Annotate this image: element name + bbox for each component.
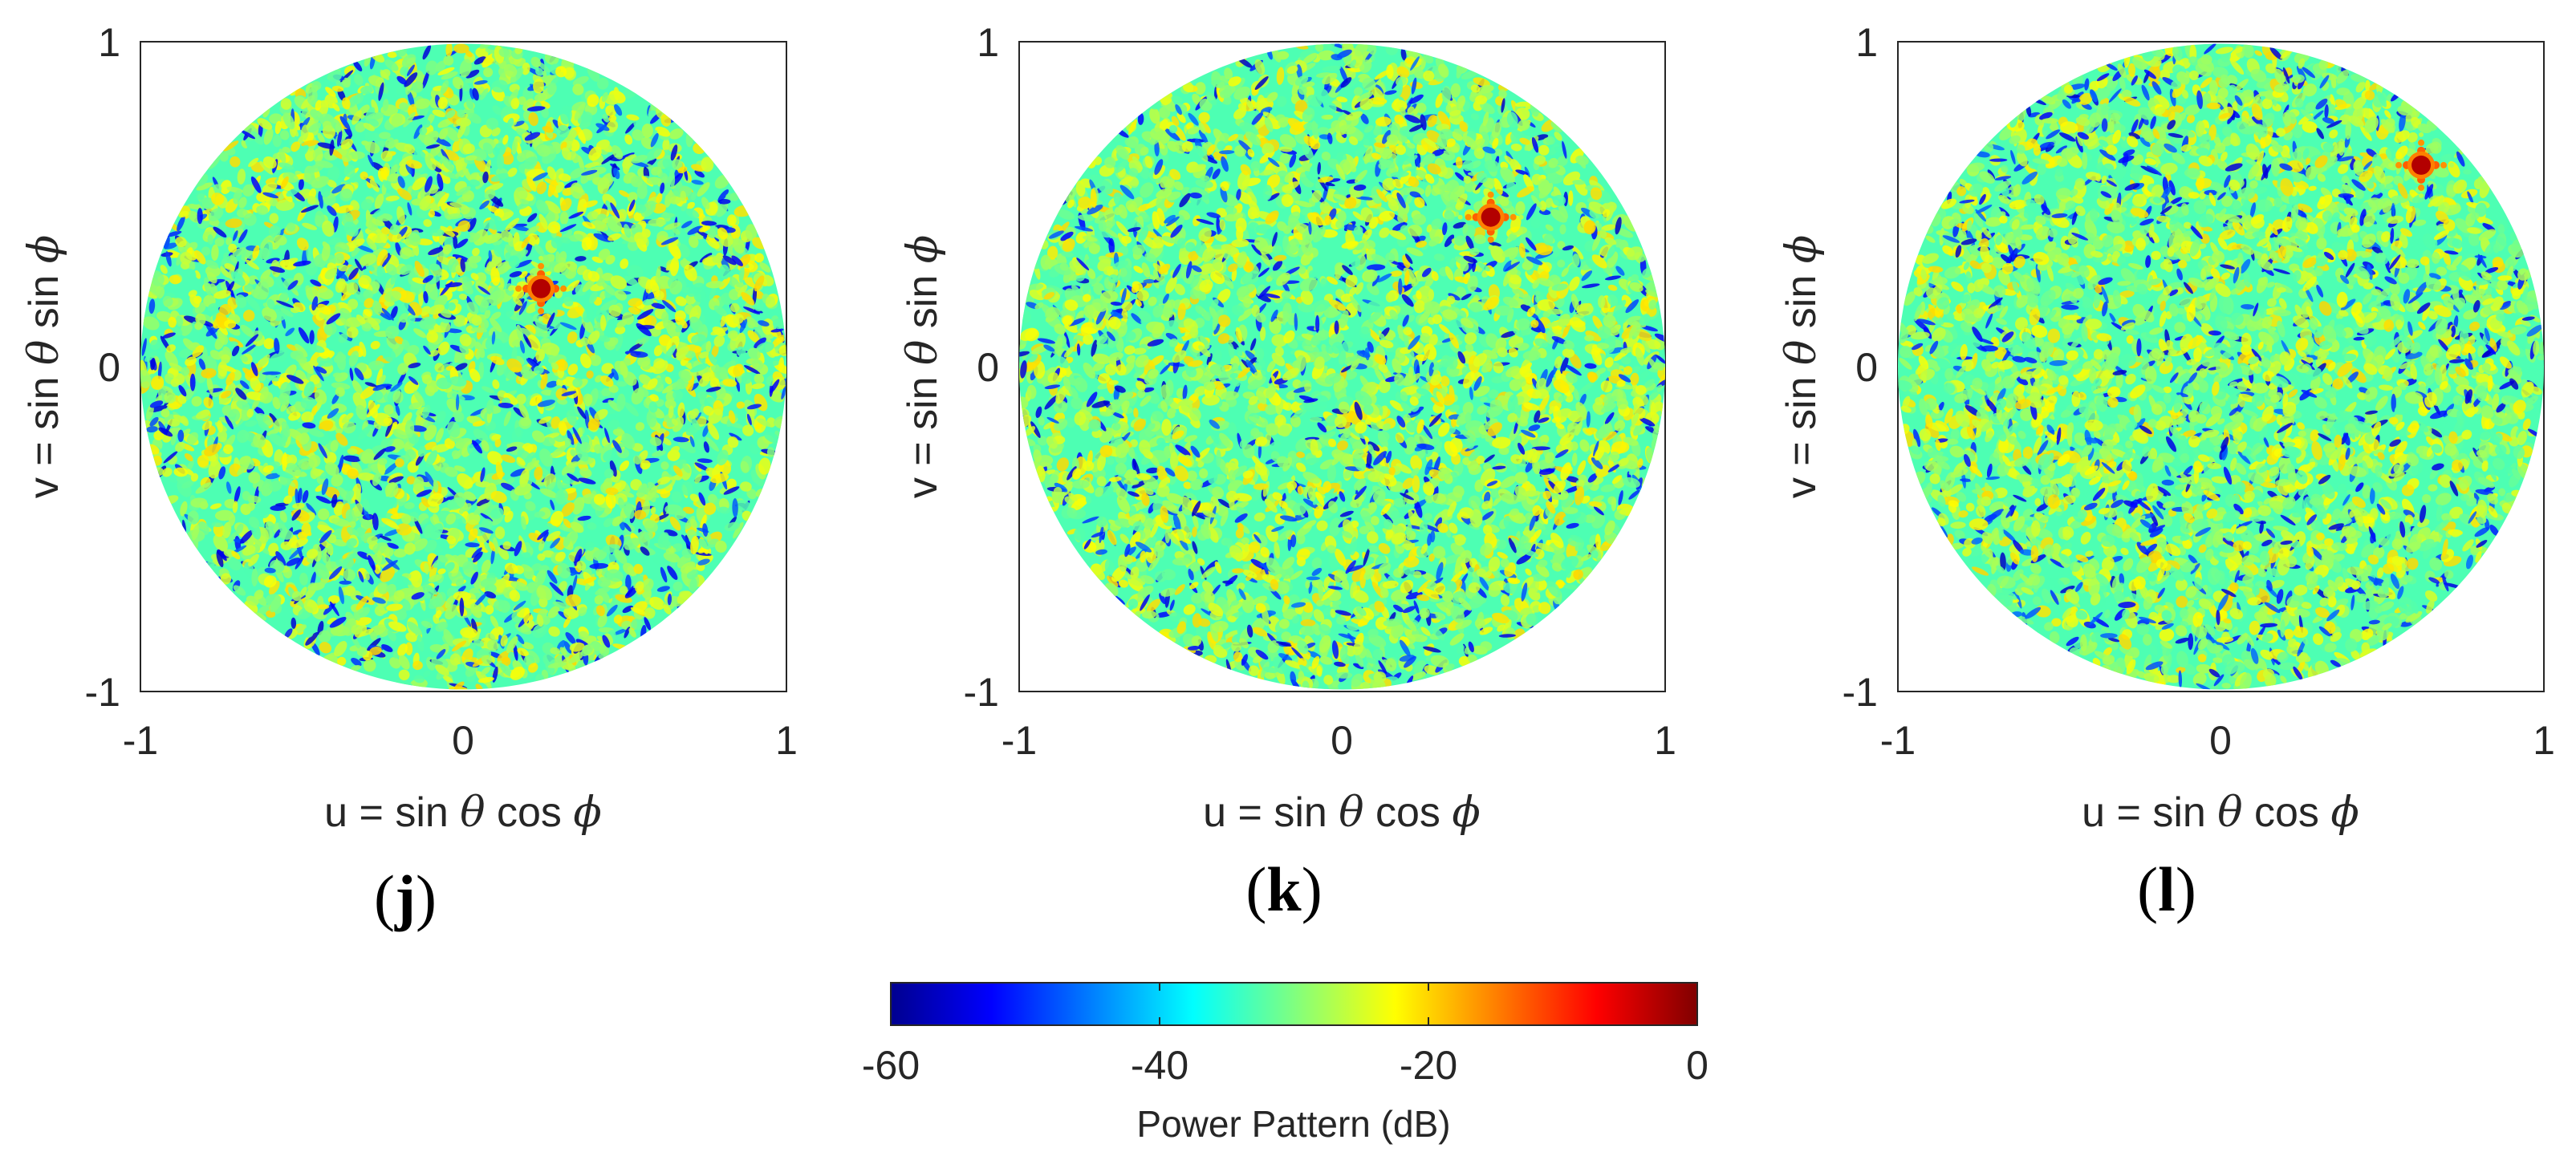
x-axis-label: u = sin θ cos ϕ — [324, 789, 602, 837]
beam-sidelobe — [569, 286, 575, 291]
panel-label-k: (k) — [1245, 854, 1322, 924]
colorbar-gradient — [890, 982, 1698, 1026]
beam-sidelobe — [1487, 191, 1494, 198]
power-pattern-disc — [1019, 43, 1665, 690]
beam-sidelobe — [2418, 139, 2425, 146]
beam-sidelobe — [560, 285, 567, 292]
beam-sidelobe — [2418, 184, 2425, 191]
beam-sidelobe — [2449, 162, 2455, 168]
x-axis-label: u = sin θ cos ϕ — [1203, 789, 1481, 837]
colorbar-tick-label: -40 — [1131, 1043, 1188, 1088]
power-pattern-disc — [1898, 43, 2544, 690]
beam-sidelobe — [508, 286, 514, 291]
colorbar: -60 -40 -20 0 Power Pattern (dB) — [862, 982, 1709, 1145]
sidelobe-speckle — [1019, 43, 1665, 690]
colorbar-tick-label: -60 — [862, 1043, 920, 1088]
colorbar-label: Power Pattern (dB) — [1136, 1103, 1450, 1145]
y-tick-max: 1 — [1855, 20, 1878, 65]
panel-l: 1 0 -1 -1 0 1 u = sin θ cos ϕ v = sin θ … — [1778, 20, 2555, 924]
panel-j: 1 0 -1 -1 0 1 u = sin θ cos ϕ v = sin θ … — [20, 20, 798, 932]
colorbar-ticks — [890, 983, 1698, 1025]
x-tick-mid: 0 — [452, 718, 474, 763]
x-tick-min: -1 — [123, 718, 158, 763]
y-axis-label: v = sin θ sin ϕ — [1778, 235, 1826, 498]
beam-sidelobe — [1488, 245, 1493, 250]
x-tick-min: -1 — [1880, 718, 1916, 763]
beam-sidelobe — [1457, 214, 1463, 220]
beam-sidelobe — [1488, 184, 1493, 189]
y-tick-mid: 0 — [977, 345, 999, 390]
y-tick-min: -1 — [85, 670, 120, 715]
beam-sidelobe — [515, 285, 522, 292]
main-beam-marker — [1457, 184, 1524, 250]
y-tick-mid: 0 — [98, 345, 120, 390]
y-axis-label: v = sin θ sin ϕ — [20, 235, 68, 498]
beam-sidelobe — [2440, 161, 2448, 168]
beam-sidelobe — [538, 255, 544, 261]
panel-label-l: (l) — [2137, 854, 2196, 924]
beam-sidelobe — [1465, 213, 1472, 221]
colorbar-tick-label: 0 — [1686, 1043, 1709, 1088]
beam-sidelobe — [2395, 161, 2403, 168]
x-axis-label: u = sin θ cos ϕ — [2082, 789, 2359, 837]
beam-sidelobe — [2419, 132, 2424, 137]
beam-sidelobe — [2388, 162, 2394, 168]
x-tick-min: -1 — [1002, 718, 1037, 763]
beam-sidelobe — [538, 262, 545, 270]
y-tick-max: 1 — [977, 20, 999, 65]
x-tick-mid: 0 — [1331, 718, 1353, 763]
y-tick-max: 1 — [98, 20, 120, 65]
beam-sidelobe — [538, 316, 544, 322]
beam-sidelobe — [2419, 193, 2424, 198]
beam-sidelobe — [1518, 214, 1524, 220]
panel-k: 1 0 -1 -1 0 1 u = sin θ cos ϕ v = sin θ … — [899, 20, 1676, 924]
beam-sidelobe — [1509, 213, 1517, 221]
main-beam-marker — [2388, 132, 2455, 198]
panel-label-j: (j) — [374, 862, 437, 932]
beam-peak — [2411, 155, 2432, 175]
beam-sidelobe — [1487, 236, 1494, 243]
colorbar-tick-label: -20 — [1400, 1043, 1457, 1088]
y-tick-min: -1 — [964, 670, 999, 715]
x-tick-max: 1 — [1654, 718, 1676, 763]
main-beam-marker — [508, 255, 575, 322]
beam-peak — [1481, 207, 1501, 227]
y-tick-min: -1 — [1843, 670, 1878, 715]
beam-peak — [531, 278, 551, 298]
sidelobe-speckle — [1898, 43, 2544, 690]
y-tick-mid: 0 — [1855, 345, 1878, 390]
x-tick-mid: 0 — [2209, 718, 2232, 763]
y-axis-label: v = sin θ sin ϕ — [899, 235, 947, 498]
x-tick-max: 1 — [775, 718, 798, 763]
x-tick-max: 1 — [2533, 718, 2555, 763]
beam-sidelobe — [538, 307, 545, 314]
